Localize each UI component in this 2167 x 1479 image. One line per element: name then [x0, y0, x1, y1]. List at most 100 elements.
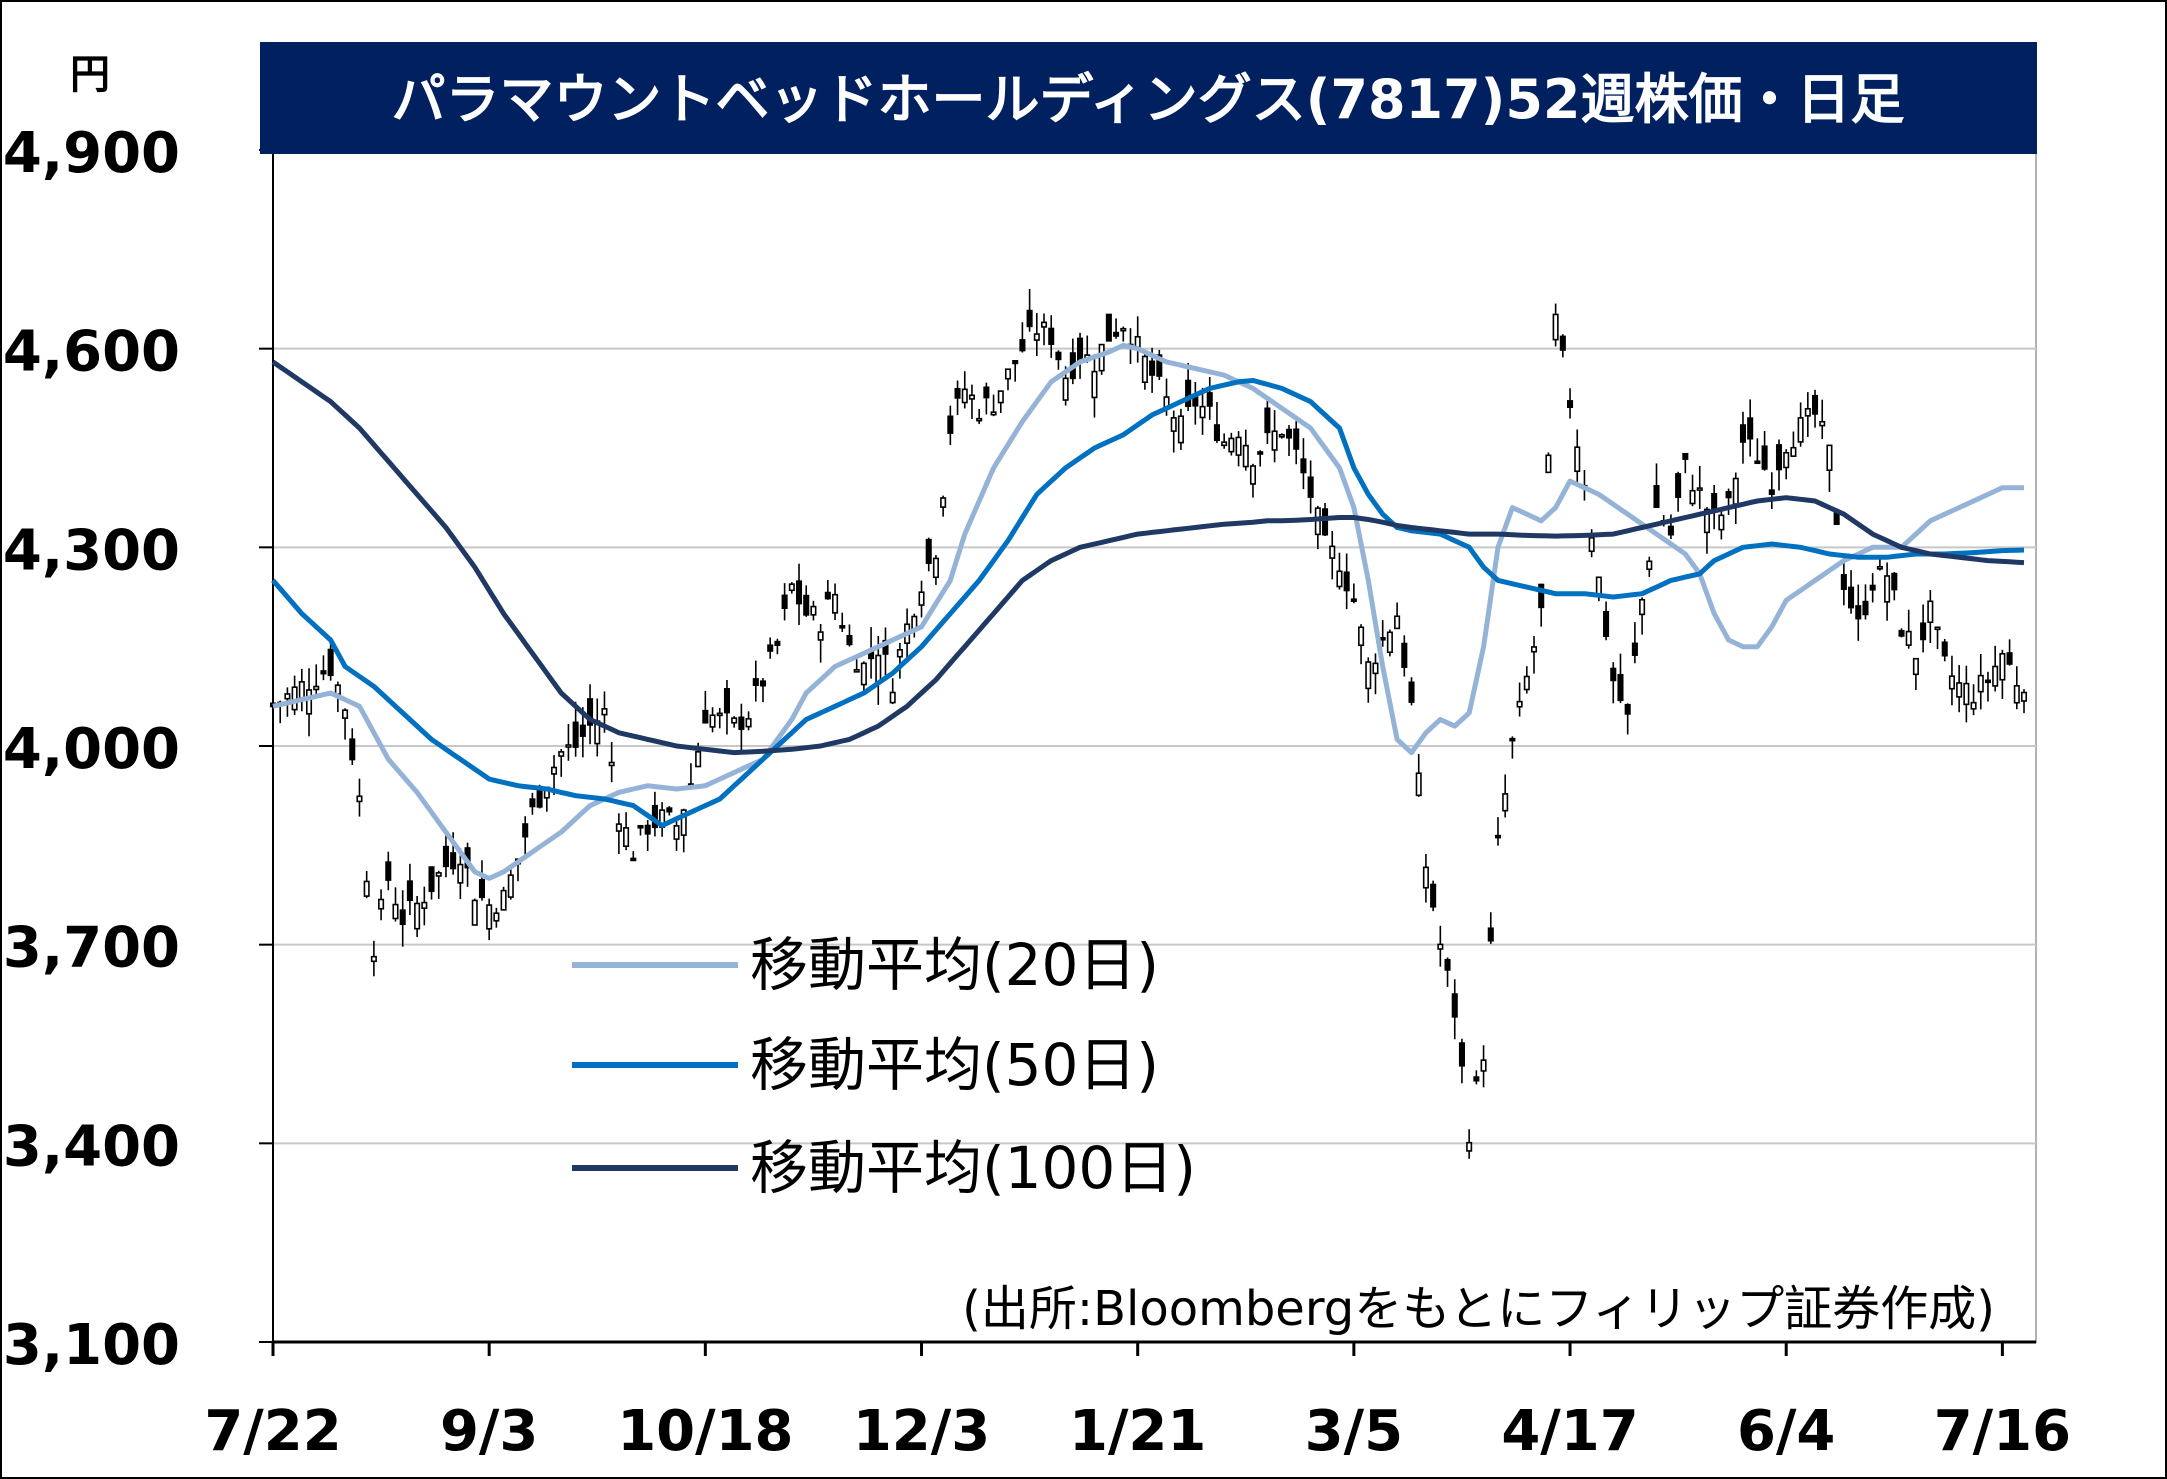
candle-body [1026, 309, 1033, 328]
candle-body [1285, 428, 1293, 439]
candle-body [1523, 675, 1530, 691]
candle-body [529, 798, 536, 808]
candle-body [1062, 377, 1069, 401]
candle-body [1487, 927, 1494, 942]
candle-body [615, 823, 622, 832]
candle-body [918, 591, 925, 606]
x-tick-label: 10/18 [617, 1399, 793, 1464]
candle-body [1653, 484, 1660, 509]
candle-body [1149, 360, 1156, 376]
candle-body [961, 388, 968, 404]
candle-body [990, 411, 997, 416]
candle-body [385, 861, 392, 881]
candle-body [702, 709, 709, 724]
candle-body [435, 872, 442, 877]
chart-title: パラマウントベッドホールディングス(7817)52週株価・日足 [391, 68, 1904, 131]
candle-body [1862, 600, 1869, 616]
candle-body [1451, 993, 1458, 1018]
candle-body [1703, 508, 1710, 534]
candle-body [1206, 392, 1213, 407]
candle-body [1235, 436, 1242, 456]
candle-body [1199, 405, 1206, 419]
candle-body [731, 717, 738, 724]
candle-body [1077, 337, 1084, 363]
legend-label: 移動平均(20日) [750, 931, 1159, 999]
candle-body [1718, 514, 1725, 531]
candle-body [709, 714, 716, 728]
candle-body [1415, 772, 1422, 797]
candle-body [1732, 477, 1739, 505]
x-tick-label: 4/17 [1501, 1399, 1638, 1464]
candle-body [954, 388, 961, 399]
candle-body [2006, 652, 2013, 665]
x-tick-label: 12/3 [853, 1399, 990, 1464]
candle-body [1033, 333, 1040, 341]
candle-body [1948, 675, 1955, 690]
candle-body [363, 880, 370, 897]
ma-20-line [272, 342, 2024, 881]
candle-body [1891, 572, 1898, 591]
candle-body [983, 386, 990, 399]
y-tick-label: 4,300 [3, 518, 180, 583]
candle-body [565, 744, 572, 748]
candle-body [630, 857, 637, 862]
candle-body [2013, 685, 2020, 704]
candle-body [1927, 600, 1934, 624]
chart-title-box: パラマウントベッドホールディングス(7817)52週株価・日足 [260, 42, 2037, 154]
candle-body [1293, 428, 1300, 450]
x-tick-label: 9/3 [440, 1399, 538, 1464]
candle-body [1365, 661, 1372, 690]
x-tick-label: 3/5 [1305, 1399, 1403, 1464]
candle-body [334, 684, 341, 695]
candle-body [1574, 446, 1581, 473]
candle-body [1840, 574, 1847, 590]
candle-body [947, 415, 954, 434]
candle-body [1970, 701, 1977, 710]
candle-body [1689, 489, 1696, 505]
candle-body [1977, 674, 1984, 693]
candle-body [1134, 335, 1141, 348]
candle-body [1761, 445, 1768, 470]
candle-body [1401, 642, 1408, 668]
candle-body [1156, 354, 1163, 377]
candle-body [1790, 446, 1797, 457]
candle-body [1682, 452, 1689, 460]
candle-body [1430, 883, 1437, 908]
candle-body [1242, 444, 1249, 468]
candle-body [1538, 583, 1545, 609]
candle-body [1257, 451, 1264, 455]
candle-body [824, 591, 831, 600]
candle-body [1667, 525, 1674, 536]
candle-body [940, 497, 947, 508]
candle-body [478, 879, 486, 899]
candle-body [968, 394, 975, 400]
candle-body [1775, 444, 1783, 471]
candle-body [832, 593, 839, 614]
candle-body [1480, 1059, 1487, 1072]
candle-body [1819, 420, 1826, 427]
candle-body [587, 698, 594, 726]
candle-body [1869, 584, 1876, 591]
candle-body [428, 866, 435, 893]
candle-body [1019, 339, 1026, 352]
candle-body [673, 825, 680, 840]
candle-body [1307, 476, 1314, 498]
candle-body [1941, 641, 1948, 657]
candle-body [370, 955, 377, 963]
candle-body [1848, 586, 1855, 609]
candle-body [1113, 331, 1120, 337]
candle-body [666, 807, 673, 813]
candle-body [716, 712, 723, 717]
candle-body [1826, 444, 1833, 471]
candle-body [1105, 313, 1112, 342]
candle-body [1300, 458, 1307, 474]
candle-body [500, 889, 507, 911]
candle-body [1747, 417, 1754, 440]
candle-body [1768, 489, 1775, 496]
candle-body [558, 751, 565, 757]
candle-body [313, 685, 320, 691]
candle-body [1588, 537, 1595, 553]
candle-body [1336, 570, 1343, 588]
candle-body [1545, 454, 1552, 474]
candle-body [1797, 417, 1804, 443]
